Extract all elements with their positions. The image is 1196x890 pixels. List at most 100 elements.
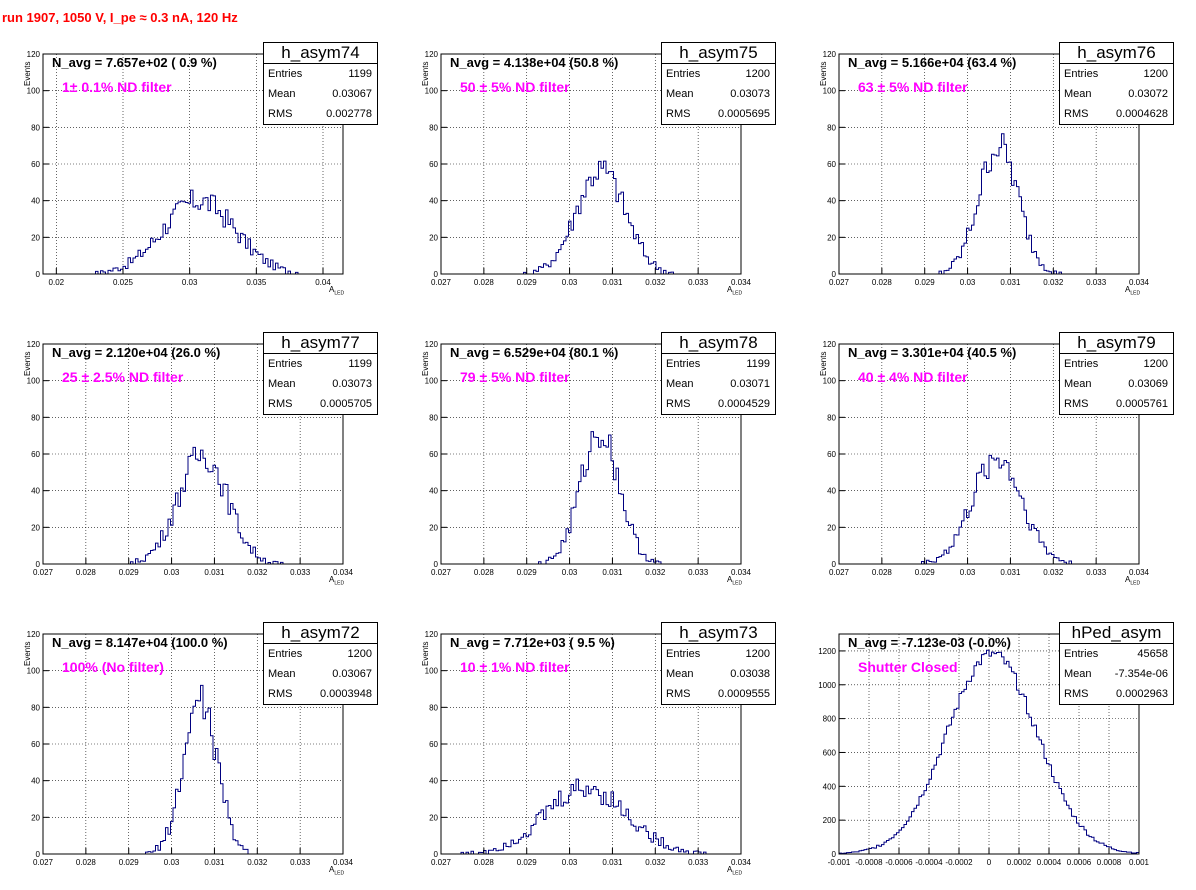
histogram-outline [43,189,343,275]
stats-entries-label: Entries [268,358,303,370]
x-axis-label: ALED [329,285,344,297]
stats-mean-label: Mean [666,378,694,390]
y-tick-label: 60 [429,160,438,169]
x-tick-label: 0.031 [1000,568,1021,577]
x-tick-label: 0.03 [562,568,578,577]
histogram-panel-h_asym74: 0.02 0.025 0.03 0.035 0.04 0 20 40 60 80 100 120 Eve… [0,20,398,310]
x-tick-label: 0.027 [829,278,850,287]
filter-label: 40 ± 4% ND filter [858,369,968,385]
stats-entries-label: Entries [268,648,303,660]
x-tick-label: -0.0008 [855,858,883,867]
x-axis-label-main: A [1125,285,1131,294]
stats-box: h_asym75 Entries 1200 Mean 0.03073 RMS 0.00056… [661,42,776,125]
y-tick-label: 100 [27,667,41,676]
y-tick-label: 60 [31,740,40,749]
x-tick-label: 0.03 [164,858,180,867]
x-tick-label: 0.033 [688,278,709,287]
stats-rms-row: RMS 0.0005705 [264,394,377,414]
y-tick-label: 120 [27,630,41,639]
y-tick-label: 60 [31,450,40,459]
stats-rms-row: RMS 0.0009555 [662,684,775,704]
stats-title: h_asym79 [1060,333,1173,354]
stats-title: h_asym78 [662,333,775,354]
histogram-outline [441,778,741,855]
x-tick-label: -0.0006 [885,858,913,867]
x-tick-label: 0.034 [333,568,354,577]
x-tick-label: 0.0006 [1067,858,1092,867]
stats-entries-row: Entries 1200 [264,644,377,664]
stats-mean-label: Mean [1064,88,1092,100]
x-tick-label: 0.031 [204,858,225,867]
stats-mean-value: 0.03073 [730,88,770,100]
histogram-outline [43,446,343,565]
stats-mean-row: Mean 0.03073 [264,374,377,394]
y-tick-label: 120 [27,50,41,59]
x-tick-label: 0.034 [731,568,752,577]
stats-entries-value: 1200 [745,648,770,660]
x-tick-label: 0.029 [915,278,936,287]
stats-mean-label: Mean [268,88,296,100]
y-tick-label: 20 [31,523,40,532]
y-tick-label: 40 [31,197,40,206]
x-tick-label: -0.0002 [945,858,973,867]
x-tick-label: 0.04 [315,278,331,287]
x-axis-label-main: A [329,575,335,584]
stats-rms-row: RMS 0.0002963 [1060,684,1173,704]
x-tick-label: 0.03 [164,568,180,577]
stats-mean-value: 0.03072 [1128,88,1168,100]
stats-title: hPed_asym [1060,623,1173,644]
navg-label: N_avg = 7.712e+03 ( 9.5 %) [450,635,615,650]
navg-label: N_avg = 2.120e+04 (26.0 %) [52,345,221,360]
x-axis-label-sub: LED [1130,290,1141,297]
histogram-outline [441,431,741,565]
y-tick-label: 120 [823,340,837,349]
x-tick-label: 0.03 [960,568,976,577]
y-axis-label: Events [819,351,828,376]
filter-label: 25 ± 2.5% ND filter [62,369,184,385]
x-axis-label-sub: LED [732,580,743,587]
stats-rms-row: RMS 0.0005695 [662,104,775,124]
stats-rms-row: RMS 0.002778 [264,104,377,124]
y-tick-label: 0 [832,560,837,569]
x-axis-label: ALED [329,575,344,587]
y-tick-label: 80 [827,413,836,422]
y-tick-label: 400 [823,782,837,791]
y-tick-label: 120 [425,340,439,349]
y-tick-label: 80 [31,703,40,712]
stats-mean-label: Mean [268,378,296,390]
stats-mean-value: 0.03067 [332,668,372,680]
histogram-outline [43,684,343,855]
stats-rms-row: RMS 0.0003948 [264,684,377,704]
y-tick-label: 100 [27,377,41,386]
y-tick-label: 100 [425,667,439,676]
stats-mean-label: Mean [1064,378,1092,390]
y-tick-label: 100 [823,87,837,96]
stats-rms-row: RMS 0.0004628 [1060,104,1173,124]
stats-box: hPed_asym Entries 45658 Mean -7.354e-06 RMS 0.… [1059,622,1174,705]
y-tick-label: 0 [434,850,439,859]
x-tick-label: 0.027 [33,568,54,577]
y-tick-label: 120 [823,50,837,59]
stats-rms-label: RMS [268,398,293,410]
stats-mean-value: 0.03071 [730,378,770,390]
x-axis-label-main: A [329,865,335,874]
y-tick-label: 0 [36,560,41,569]
filter-label: 1± 0.1% ND filter [62,79,172,95]
y-tick-label: 800 [823,715,837,724]
stats-entries-value: 1200 [347,648,372,660]
y-tick-label: 40 [429,487,438,496]
x-tick-label: 0.033 [1086,568,1107,577]
stats-rms-label: RMS [1064,688,1089,700]
stats-rms-row: RMS 0.0004529 [662,394,775,414]
y-axis-label: Events [23,641,32,666]
stats-rms-row: RMS 0.0005761 [1060,394,1173,414]
stats-rms-value: 0.0004529 [718,398,770,410]
stats-entries-value: 1200 [1143,68,1168,80]
navg-label: N_avg = 4.138e+04 (50.8 %) [450,55,619,70]
x-axis-label-main: A [727,285,733,294]
stats-entries-label: Entries [1064,68,1099,80]
histogram-panel-h_asym77: 0.027 0.028 0.029 0.03 0.031 0.032 0.033 0.034 0… [0,310,398,600]
y-axis-label: Events [421,351,430,376]
stats-mean-value: -7.354e-06 [1114,668,1168,680]
navg-label: N_avg = 5.166e+04 (63.4 %) [848,55,1017,70]
